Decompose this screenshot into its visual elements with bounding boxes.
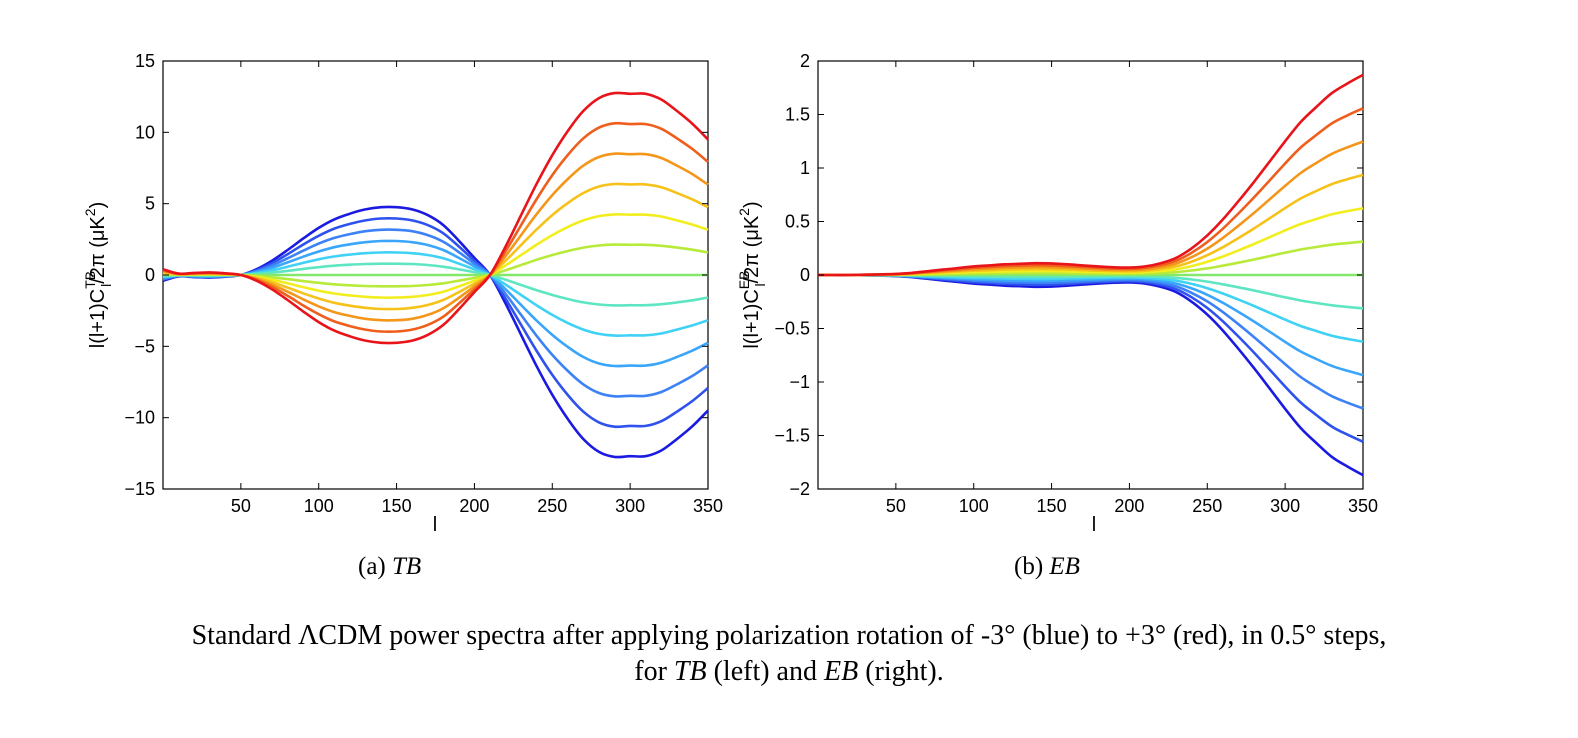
eb-y-tick-label: −2 <box>789 479 810 499</box>
eb-y-axis-label: l(l+1)CEBl/2π (μK2) <box>736 201 768 348</box>
eb-x-tick-label: 150 <box>1037 496 1067 516</box>
eb-series-line <box>817 273 1364 443</box>
eb-y-tick-label: −0.5 <box>774 319 810 339</box>
tb-y-tick-label: 5 <box>145 194 155 214</box>
tb-series-line <box>162 91 709 345</box>
tb-y-tick-label: 0 <box>145 265 155 285</box>
eb-series-line <box>817 273 1364 410</box>
eb-x-tick-label: 250 <box>1192 496 1222 516</box>
eb-x-axis-label: l <box>1092 514 1096 536</box>
tb-panel: 50 100 150 200 250 300 350 −15 −10 −5 0 5 10 15 l l(l… <box>82 51 723 536</box>
caption-line-2-mid: (left) and <box>706 656 824 687</box>
subcaption-a: (a) TB <box>358 553 421 581</box>
caption-line-1: Standard ΛCDM power spectra after applyi… <box>191 620 1387 651</box>
tb-x-axis-label: l <box>433 514 437 536</box>
tb-x-tick-label: 200 <box>459 496 489 516</box>
caption-line-2-post: (right). <box>858 656 944 687</box>
subcaption-a-label: (a) <box>358 553 392 580</box>
eb-series-line <box>817 140 1364 277</box>
tb-y-tick-label: −15 <box>124 479 155 499</box>
caption-line-2-eb: EB <box>823 656 859 687</box>
eb-panel: 50 100 150 200 250 300 350 −2 −1.5 −1 −0.5 0 0.5 1 1.5… <box>736 51 1378 536</box>
eb-y-tick-label: 1 <box>800 158 810 178</box>
eb-y-tick-label: 0 <box>800 265 810 285</box>
eb-series-line <box>817 273 1364 477</box>
eb-x-tick-label: 350 <box>1348 496 1378 516</box>
tb-x-tick-label: 50 <box>231 496 251 516</box>
subcaption-b-name: EB <box>1049 553 1080 580</box>
tb-curves <box>162 91 709 459</box>
eb-y-tick-label: 2 <box>800 51 810 71</box>
tb-y-tick-label: −5 <box>134 336 155 356</box>
eb-x-tick-label: 300 <box>1270 496 1300 516</box>
subcaption-b: (b) EB <box>1014 553 1080 581</box>
eb-x-tick-label: 200 <box>1114 496 1144 516</box>
tb-y-tick-label: 15 <box>135 51 155 71</box>
tb-y-axis-label: l(l+1)CTBl/2π (μK2) <box>82 202 114 349</box>
eb-series-line <box>817 73 1364 277</box>
tb-x-tick-label: 100 <box>304 496 334 516</box>
caption-line-2-pre: for <box>634 656 674 687</box>
tb-y-tick-label: 10 <box>135 122 155 142</box>
tb-x-tick-label: 150 <box>382 496 412 516</box>
eb-y-tick-label: 0.5 <box>785 212 810 232</box>
eb-y-tick-label: −1 <box>789 372 810 392</box>
subcaption-a-name: TB <box>392 553 422 580</box>
eb-curves <box>817 73 1364 477</box>
tb-ticks: 50 100 150 200 250 300 350 −15 −10 −5 0 5 10 15 <box>124 51 723 516</box>
eb-x-tick-label: 100 <box>959 496 989 516</box>
eb-y-tick-label: 1.5 <box>785 105 810 125</box>
caption-line-2: for TB (left) and EB (right). <box>0 654 1578 690</box>
figure-caption: Standard ΛCDM power spectra after applyi… <box>0 618 1578 690</box>
eb-x-tick-label: 50 <box>886 496 906 516</box>
tb-x-tick-label: 300 <box>615 496 645 516</box>
subcaption-b-label: (b) <box>1014 553 1050 580</box>
tb-x-tick-label: 350 <box>693 496 723 516</box>
tb-y-tick-label: −10 <box>124 408 155 428</box>
caption-line-2-tb: TB <box>673 656 707 687</box>
eb-series-line <box>817 107 1364 277</box>
eb-ticks: 50 100 150 200 250 300 350 −2 −1.5 −1 −0.5 0 0.5 1 1.5… <box>774 51 1378 516</box>
eb-y-tick-label: −1.5 <box>774 426 810 446</box>
tb-x-tick-label: 250 <box>537 496 567 516</box>
